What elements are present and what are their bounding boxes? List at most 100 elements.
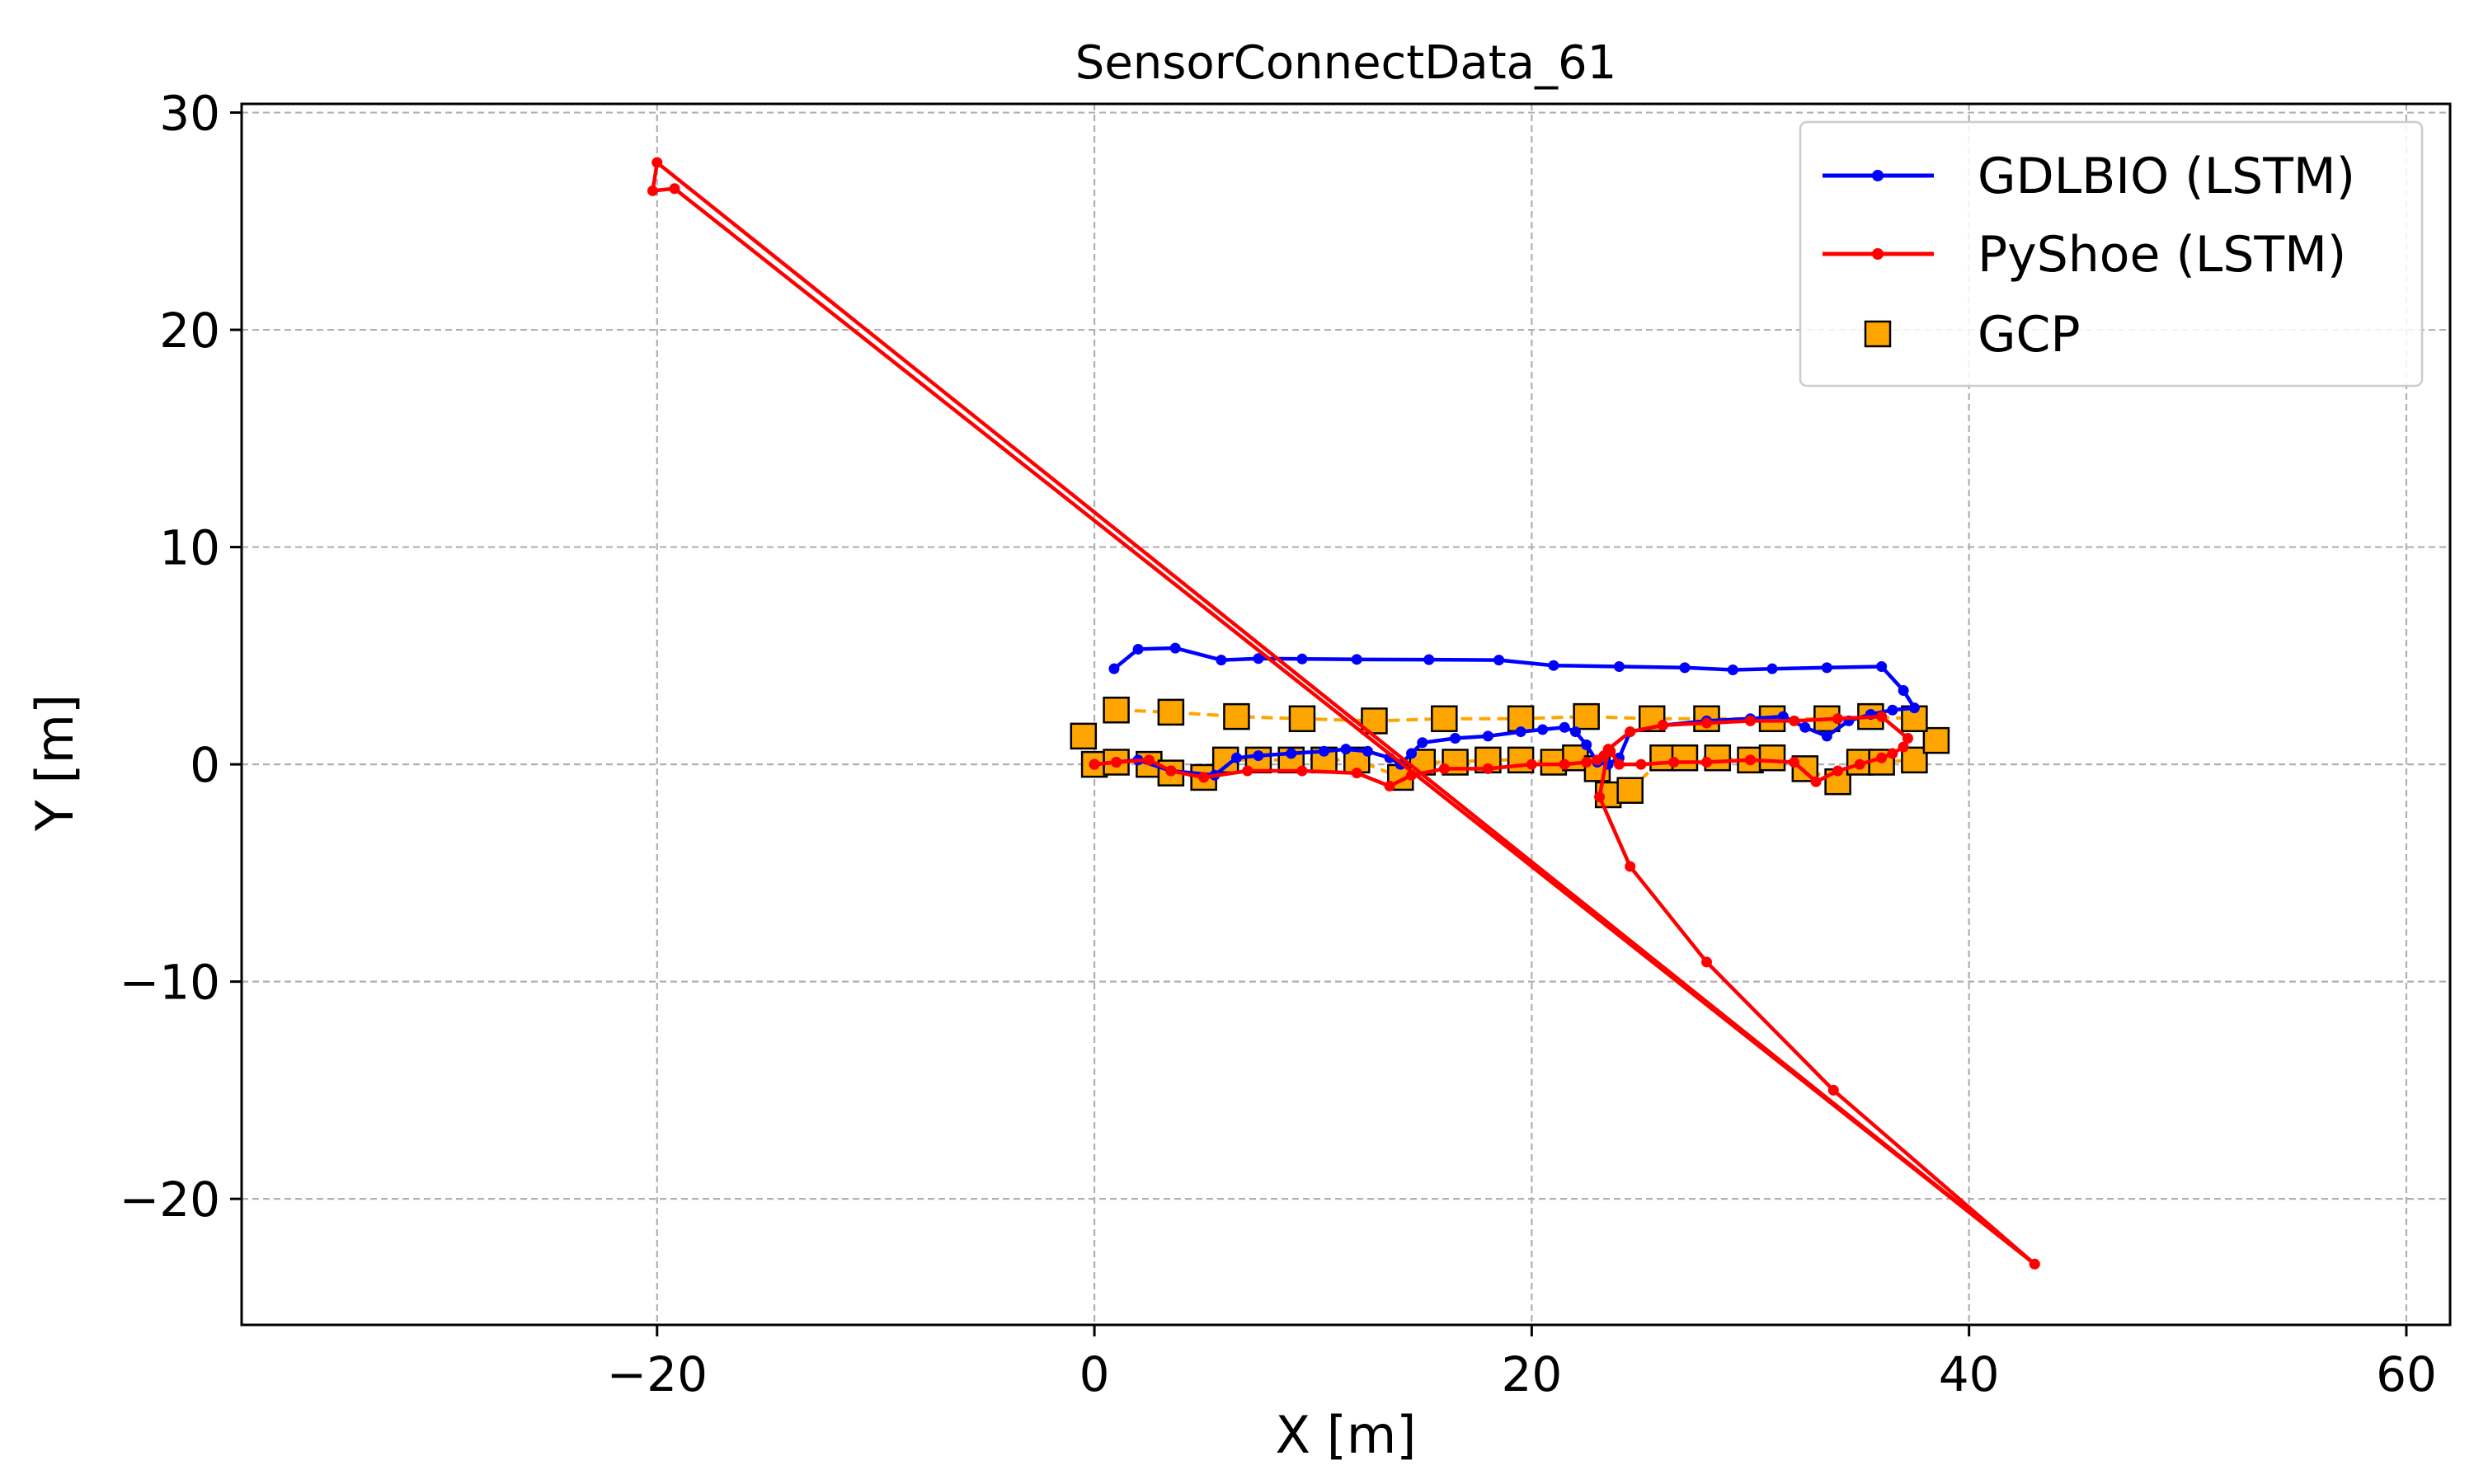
- y-tick-label: 0: [190, 737, 220, 793]
- data-point: [1625, 861, 1636, 872]
- series-layer: [647, 157, 2040, 1270]
- data-point: [1296, 653, 1308, 665]
- legend-label: PyShoe (LSTM): [1978, 226, 2346, 284]
- x-tick-label: 60: [2376, 1346, 2437, 1402]
- data-point: [1887, 704, 1898, 716]
- data-point: [1581, 756, 1592, 768]
- gcp-marker: [1431, 705, 1458, 733]
- gcp-marker: [1157, 698, 1185, 726]
- data-point: [1745, 715, 1757, 726]
- data-point: [1406, 769, 1418, 781]
- legend-gcp-marker: [1864, 320, 1892, 348]
- data-point: [1766, 663, 1778, 674]
- data-point: [1253, 653, 1264, 665]
- data-point: [1700, 756, 1712, 768]
- data-point: [1450, 732, 1461, 744]
- x-tick-label: −20: [607, 1346, 708, 1402]
- data-point: [1613, 758, 1625, 770]
- data-point: [1827, 1084, 1839, 1096]
- y-tick-label: 20: [159, 303, 220, 359]
- data-point: [1111, 756, 1122, 768]
- y-tick-label: −10: [120, 955, 220, 1011]
- data-point: [1216, 655, 1227, 666]
- data-point: [1198, 772, 1210, 783]
- data-point: [1581, 739, 1592, 750]
- data-point: [1700, 717, 1712, 729]
- legend-label: GDLBIO (LSTM): [1978, 148, 2355, 205]
- data-point: [1745, 754, 1757, 766]
- data-point: [1559, 721, 1570, 733]
- gcp-marker: [1901, 746, 1928, 774]
- data-point: [1230, 752, 1242, 763]
- data-point: [1286, 748, 1297, 759]
- data-point: [651, 157, 663, 168]
- data-point: [1526, 758, 1537, 770]
- data-point: [1625, 726, 1636, 738]
- data-point: [1559, 758, 1570, 770]
- legend-dot: [1872, 248, 1884, 260]
- data-point: [1679, 662, 1691, 674]
- data-point: [1423, 654, 1435, 665]
- data-point: [1132, 643, 1144, 655]
- x-tick-label: 0: [1079, 1346, 1110, 1402]
- y-tick-label: 30: [159, 86, 220, 142]
- data-point: [1253, 750, 1264, 762]
- series-1: [647, 157, 2040, 1270]
- data-point: [1548, 660, 1559, 671]
- data-point: [1169, 642, 1181, 654]
- legend-dot: [1872, 170, 1884, 181]
- data-point: [1482, 763, 1493, 774]
- axis-ticks: −20 0 20 40 60 −20 −10 0 10 20 30: [120, 86, 2437, 1402]
- data-point: [1493, 655, 1505, 666]
- x-tick-label: 20: [1501, 1346, 1562, 1402]
- data-point: [1143, 754, 1155, 766]
- data-point: [1242, 765, 1253, 777]
- data-point: [1898, 685, 1909, 697]
- gcp-marker: [1103, 696, 1130, 724]
- data-point: [1515, 726, 1526, 738]
- legend-label: GCP: [1978, 306, 2081, 364]
- data-point: [1821, 662, 1832, 674]
- legend-box: [1799, 120, 2424, 387]
- data-point: [1613, 661, 1625, 673]
- data-point: [1854, 758, 1865, 770]
- data-point: [1602, 744, 1614, 755]
- data-point: [1832, 765, 1844, 777]
- plot-frame: [240, 102, 2452, 1327]
- gcp-marker: [1223, 702, 1250, 730]
- x-tick-label: 40: [1939, 1346, 2000, 1402]
- data-point: [1635, 758, 1647, 770]
- data-point: [1876, 711, 1888, 722]
- y-tick-label: −20: [120, 1172, 220, 1228]
- data-point: [1296, 765, 1308, 777]
- y-axis-label: Y [m]: [25, 694, 85, 832]
- data-point: [1789, 715, 1800, 726]
- data-point: [1406, 748, 1418, 759]
- chart-title: SensorConnectData_61: [1075, 36, 1616, 90]
- data-point: [1821, 730, 1832, 742]
- data-point: [1908, 702, 1920, 714]
- data-point: [1438, 763, 1450, 774]
- data-point: [1700, 956, 1712, 968]
- gcp-marker: [1922, 726, 1950, 754]
- data-point: [1165, 765, 1177, 777]
- data-point: [1351, 654, 1362, 665]
- data-point: [1810, 776, 1822, 787]
- data-point: [1789, 756, 1800, 768]
- data-point: [1799, 721, 1811, 733]
- data-point: [1876, 661, 1888, 673]
- y-tick-label: 10: [159, 520, 220, 576]
- data-point: [1340, 744, 1352, 755]
- data-point: [1108, 663, 1120, 674]
- data-point: [1318, 745, 1329, 757]
- data-point: [1362, 745, 1374, 757]
- gcp-marker: [1616, 777, 1644, 804]
- data-point: [1668, 756, 1680, 768]
- data-point: [1594, 791, 1606, 803]
- data-point: [1569, 726, 1581, 738]
- gcp-marker: [1573, 702, 1600, 730]
- data-point: [1482, 730, 1493, 742]
- data-point: [1902, 732, 1913, 744]
- grid-lines: [242, 104, 2450, 1325]
